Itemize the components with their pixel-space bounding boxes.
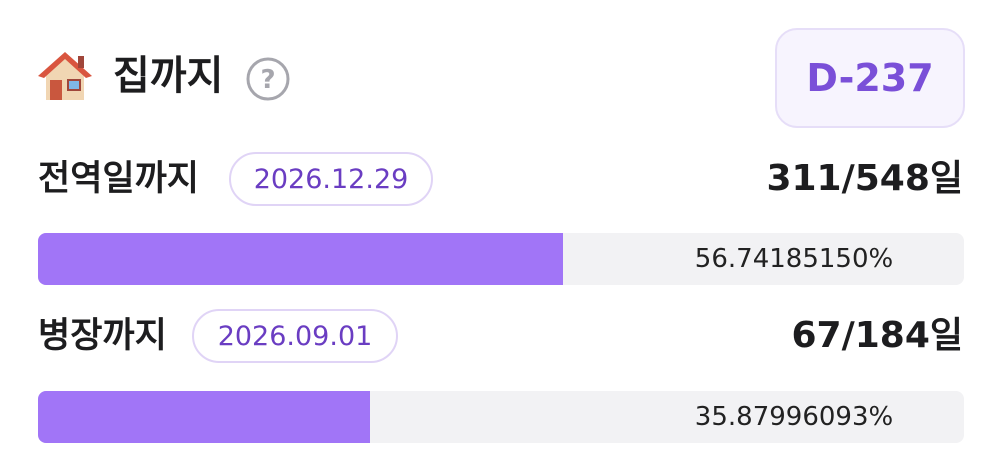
progress-fill xyxy=(38,233,564,285)
date-pill: 2026.09.01 xyxy=(192,309,398,363)
row-label: 전역일까지 xyxy=(38,159,200,199)
help-text: ? xyxy=(260,65,275,95)
progress-fill xyxy=(38,391,371,443)
progress-label: 35.87996093% xyxy=(694,402,894,432)
help-icon[interactable]: ? xyxy=(245,56,291,102)
d-day-badge: D-237 xyxy=(775,28,965,128)
house-icon xyxy=(38,52,92,100)
day-count: 311/548일 xyxy=(766,158,963,199)
date-pill: 2026.12.29 xyxy=(229,152,433,206)
progress-track: 56.74185150% xyxy=(38,233,964,285)
progress-track: 35.87996093% xyxy=(38,391,964,443)
title: 집까지 xyxy=(113,53,224,99)
row-label: 병장까지 xyxy=(38,316,167,356)
progress-label: 56.74185150% xyxy=(694,244,894,274)
day-count: 67/184일 xyxy=(791,315,963,356)
